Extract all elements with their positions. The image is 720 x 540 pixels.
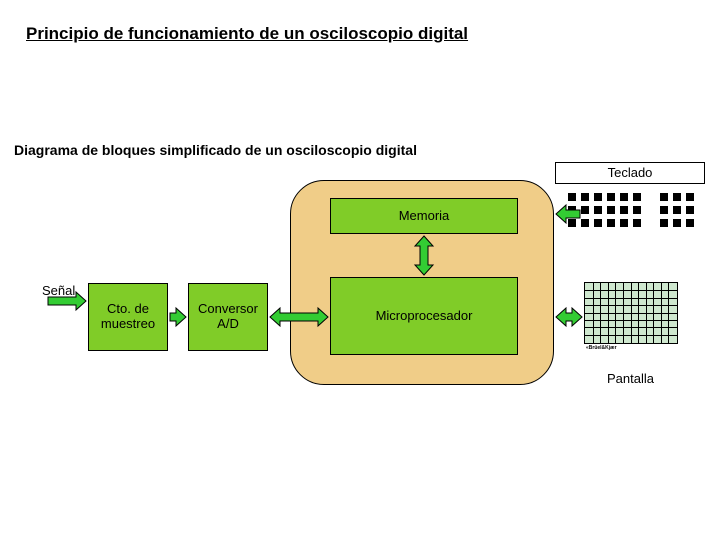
label-pantalla: Pantalla [607,371,654,386]
screen-brand: «Brüel&Kjær [586,345,617,351]
subtitle: Diagrama de bloques simplificado de un o… [14,142,417,158]
block-teclado_label: Teclado [555,162,705,184]
display-screen-icon [584,282,678,344]
arrow-adc-micro [259,306,339,328]
arrow-muestreo-adc [159,306,197,328]
arrow-keyboard-in [545,203,591,225]
block-adc: Conversor A/D [188,283,268,351]
arrow-mem-micro [413,225,435,286]
page-title: Principio de funcionamiento de un oscilo… [26,24,468,44]
block-micro: Microprocesador [330,277,518,355]
arrow-senal-in [37,290,97,312]
block-muestreo: Cto. de muestreo [88,283,168,351]
arrow-micro-screen [545,306,593,328]
